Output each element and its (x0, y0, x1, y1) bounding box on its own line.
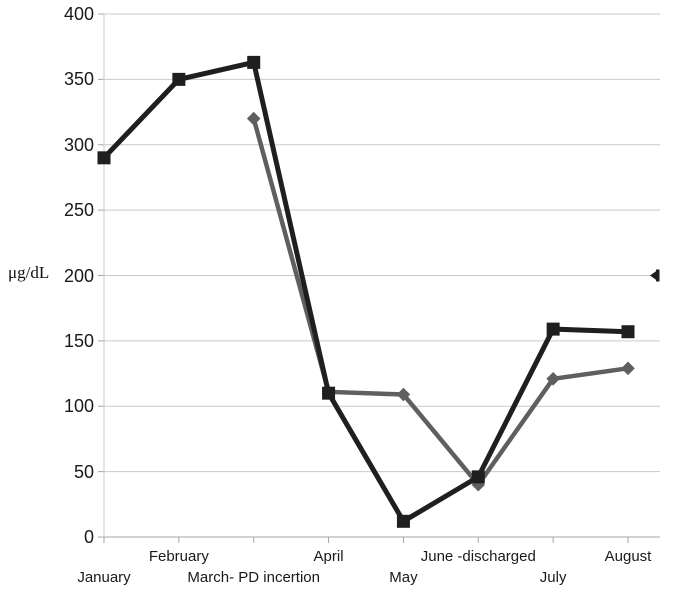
black-series-marker-square-icon (247, 55, 261, 69)
gray-series-marker-diamond-icon (621, 361, 635, 376)
y-tick-label: 200 (63, 265, 94, 286)
black-series-marker-square-icon (172, 72, 186, 86)
black-series-marker-square-icon (322, 386, 336, 400)
black-series-marker-square-icon (546, 322, 560, 336)
black-series-marker-square-icon (97, 151, 111, 165)
black-series-line (102, 59, 629, 525)
x-category-label: June -discharged (420, 548, 536, 565)
x-category-label: January (77, 569, 131, 586)
y-tick-label: 150 (63, 330, 94, 351)
x-category-label: July (539, 569, 567, 586)
y-tick-label: 250 (63, 200, 94, 221)
right-edge-artifact-marker (650, 270, 657, 281)
x-category-label: February (148, 548, 209, 565)
gray-series-marker-diamond-icon (246, 111, 261, 126)
y-tick-label: 400 (63, 4, 94, 24)
y-tick-label: 100 (63, 396, 94, 417)
y-tick-label: 300 (63, 134, 94, 155)
gray-series-marker-diamond-icon (396, 387, 411, 402)
black-series-marker-square-icon (621, 325, 635, 339)
y-tick-label: 350 (63, 69, 94, 90)
y-tick-label: 0 (83, 527, 94, 547)
x-category-label: August (604, 548, 652, 565)
x-category-label: March- PD incertion (187, 569, 320, 586)
x-category-label: May (389, 569, 418, 586)
x-category-label: April (313, 548, 344, 565)
right-edge-artifact-bar (656, 269, 660, 282)
black-series-marker-square-icon (471, 470, 485, 484)
y-axis-unit-label: μg/dL (8, 263, 50, 282)
black-series-marker-square-icon (396, 514, 410, 528)
y-tick-label: 50 (73, 461, 94, 482)
